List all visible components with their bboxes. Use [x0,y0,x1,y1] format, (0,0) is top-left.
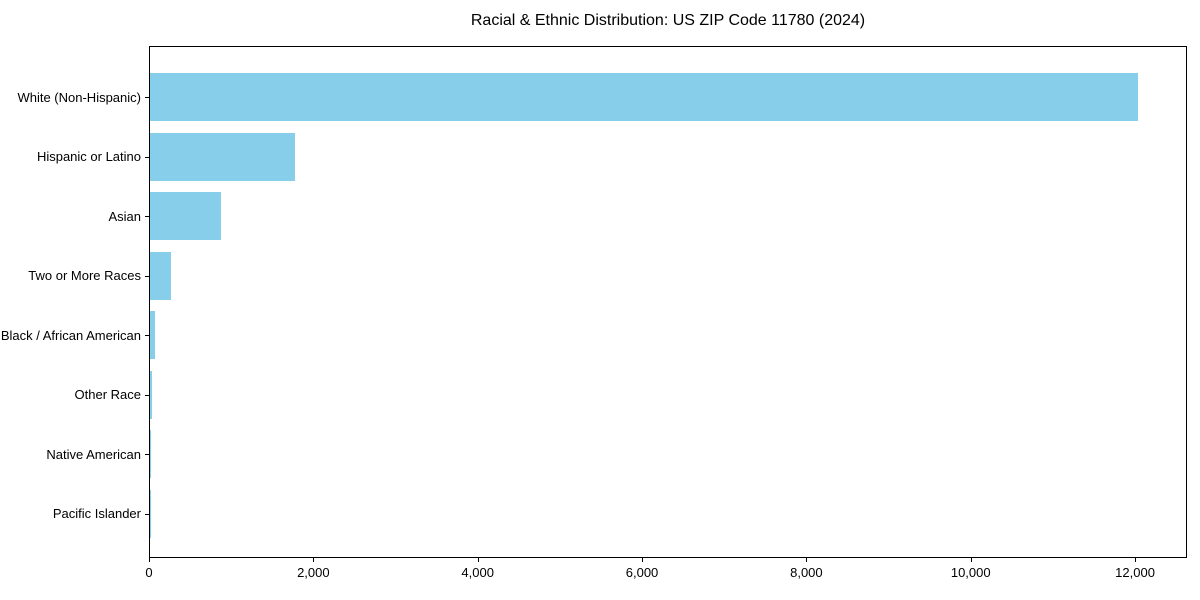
bar [150,132,296,181]
y-tick-mark [145,394,149,396]
x-tick-label: 2,000 [297,565,330,580]
y-tick-mark [145,97,149,98]
bar [150,311,156,360]
y-axis-label: Asian [108,208,141,224]
y-tick-mark [145,454,149,456]
y-tick-mark [145,156,149,158]
y-axis-label: Pacific Islander [52,506,141,522]
plot-area [149,46,1187,558]
y-axis-label: Two or More Races [28,268,141,284]
y-axis-label: Black / African American [0,327,141,343]
x-tick-mark [477,558,479,562]
y-tick-mark [145,216,149,218]
y-tick-mark [145,513,149,515]
x-tick-label: 10,000 [950,565,991,580]
y-axis-label: Native American [46,446,141,462]
y-axis-label: White (Non-Hispanic) [17,89,141,105]
bar [150,192,222,241]
x-tick-label: 12,000 [1115,565,1155,580]
x-tick-mark [1135,558,1137,562]
y-tick-mark [145,335,149,337]
x-tick-mark [806,558,808,562]
bar [150,251,171,300]
x-tick-mark [149,558,150,562]
x-tick-mark [642,558,644,562]
bar [150,370,153,419]
bar [150,73,1138,121]
chart-title: Racial & Ethnic Distribution: US ZIP Cod… [470,12,866,29]
y-axis-label: Other Race [74,387,141,403]
bar [150,430,151,479]
x-tick-label: 8,000 [790,565,823,580]
x-tick-label: 4,000 [461,565,494,580]
x-tick-label: 6,000 [625,565,659,580]
x-tick-mark [970,558,972,562]
x-tick-mark [313,558,315,562]
x-tick-label: 0 [145,565,153,580]
y-axis-label: Hispanic or Latino [36,149,141,165]
y-tick-mark [145,275,149,277]
